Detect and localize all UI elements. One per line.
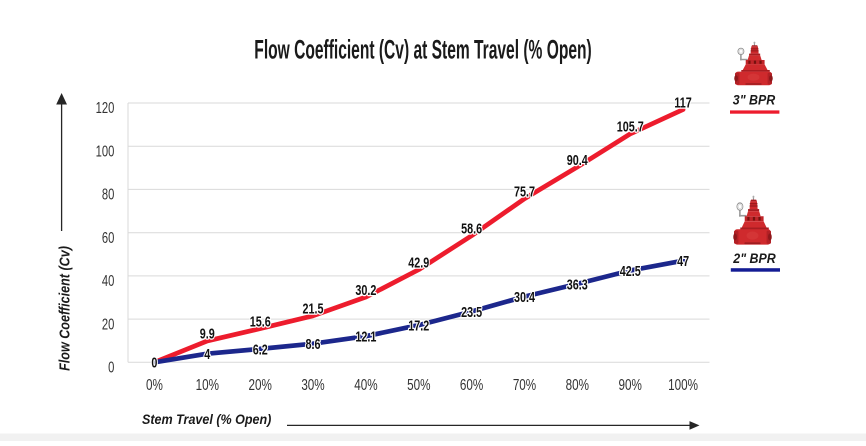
svg-text:9.9: 9.9 xyxy=(200,325,215,342)
svg-text:40: 40 xyxy=(102,271,115,290)
svg-text:10%: 10% xyxy=(196,375,219,393)
svg-text:15.6: 15.6 xyxy=(250,313,271,330)
svg-text:8.6: 8.6 xyxy=(306,335,321,352)
svg-text:30.4: 30.4 xyxy=(514,288,536,305)
svg-text:100: 100 xyxy=(96,141,115,160)
svg-text:Flow Coefficient (Cv): Flow Coefficient (Cv) xyxy=(57,246,73,371)
svg-text:20%: 20% xyxy=(249,375,272,393)
svg-text:0%: 0% xyxy=(146,375,163,393)
svg-text:23.5: 23.5 xyxy=(461,303,482,320)
svg-text:12.1: 12.1 xyxy=(355,328,376,345)
svg-text:Stem Travel (% Open): Stem Travel (% Open) xyxy=(142,411,272,427)
svg-text:3" BPR: 3" BPR xyxy=(733,92,776,108)
svg-text:120: 120 xyxy=(96,98,115,117)
svg-text:2" BPR: 2" BPR xyxy=(732,250,776,266)
svg-text:30%: 30% xyxy=(301,375,324,393)
svg-text:80%: 80% xyxy=(566,375,589,393)
svg-text:70%: 70% xyxy=(513,375,536,393)
svg-text:4: 4 xyxy=(204,345,211,362)
svg-text:75.7: 75.7 xyxy=(514,183,535,200)
svg-text:90%: 90% xyxy=(619,375,642,393)
svg-text:42.5: 42.5 xyxy=(620,262,641,279)
svg-text:47: 47 xyxy=(677,252,689,269)
svg-text:50%: 50% xyxy=(407,375,430,393)
svg-text:20: 20 xyxy=(102,314,115,333)
svg-text:0: 0 xyxy=(108,357,114,376)
svg-text:17.2: 17.2 xyxy=(408,317,429,334)
svg-text:60%: 60% xyxy=(460,375,483,393)
svg-text:42.9: 42.9 xyxy=(408,254,429,271)
svg-text:58.6: 58.6 xyxy=(461,220,482,237)
svg-text:100%: 100% xyxy=(668,375,698,393)
svg-text:Flow Coefficient (Cv) at Stem: Flow Coefficient (Cv) at Stem Travel (% … xyxy=(254,34,591,64)
svg-text:36.3: 36.3 xyxy=(567,276,588,293)
svg-text:60: 60 xyxy=(102,228,115,247)
svg-text:105.7: 105.7 xyxy=(617,118,644,135)
svg-text:6.2: 6.2 xyxy=(253,341,268,358)
svg-text:117: 117 xyxy=(674,94,691,111)
svg-text:0: 0 xyxy=(151,354,157,371)
svg-text:30.2: 30.2 xyxy=(355,281,376,298)
svg-text:40%: 40% xyxy=(354,375,377,393)
svg-text:80: 80 xyxy=(102,185,115,204)
svg-text:90.4: 90.4 xyxy=(567,151,589,168)
svg-text:21.5: 21.5 xyxy=(303,300,324,317)
